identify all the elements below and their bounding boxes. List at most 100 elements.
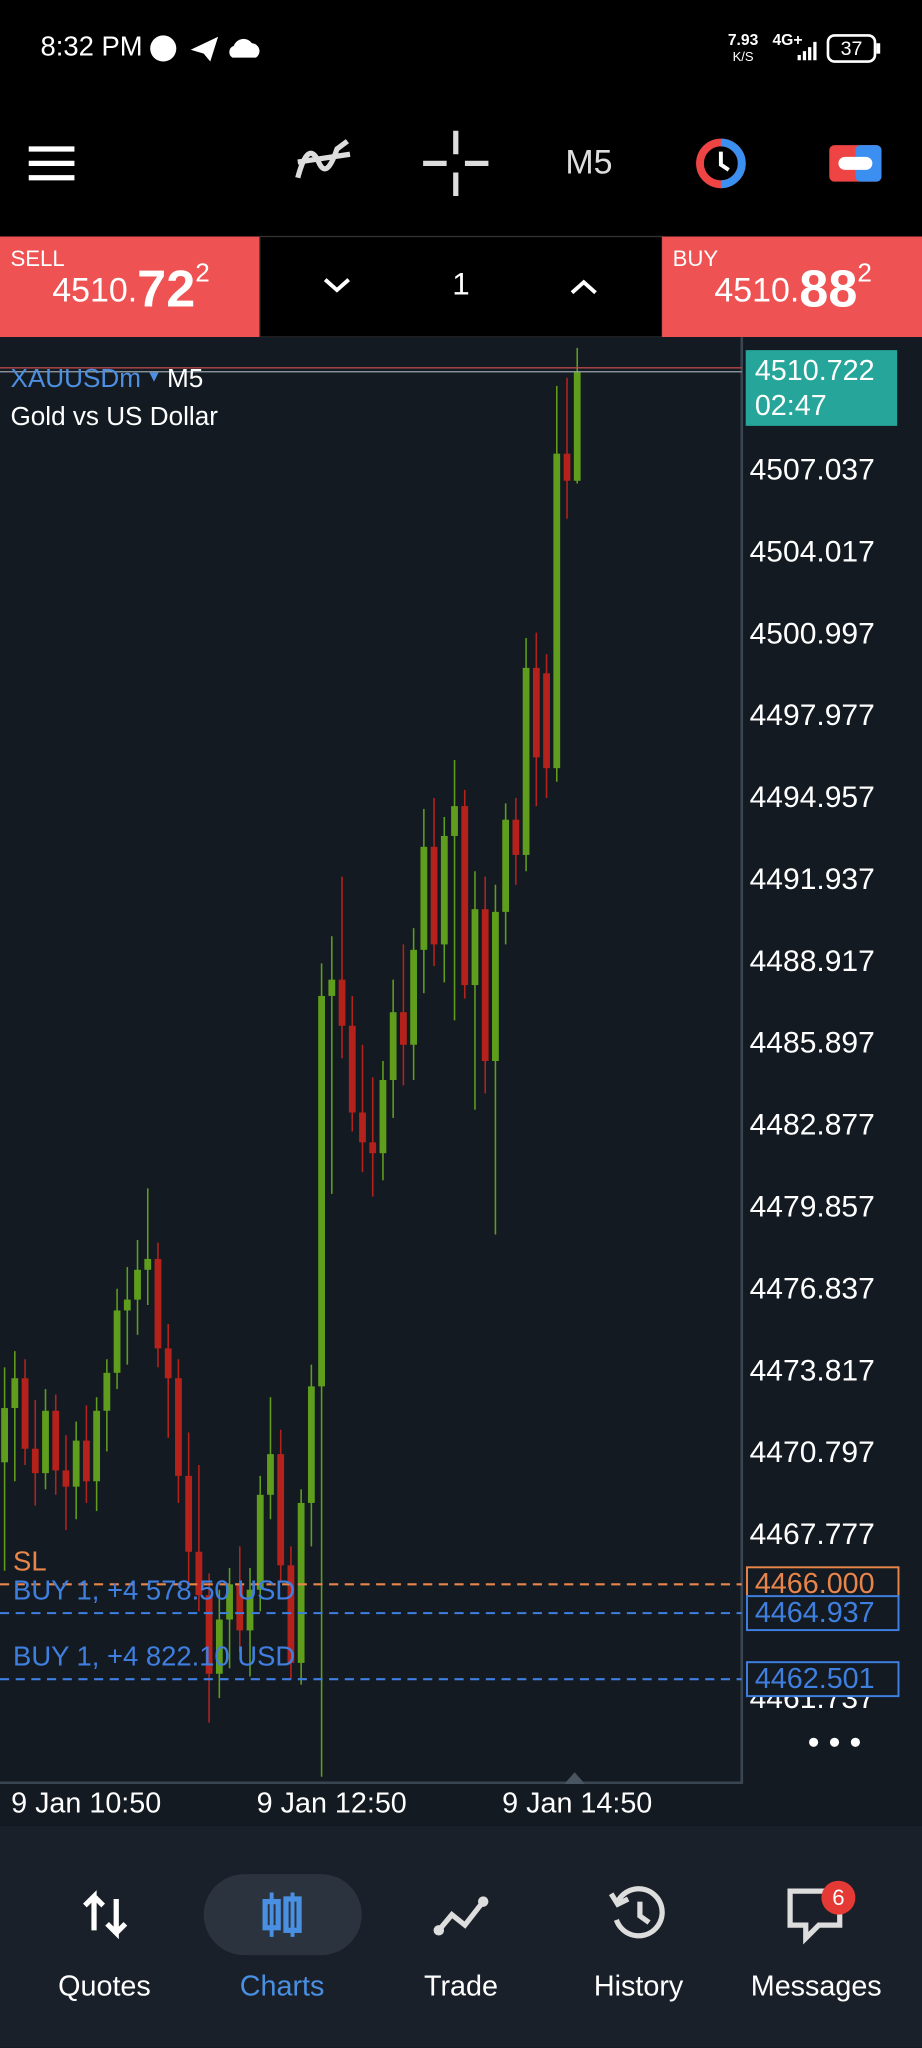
volume-up-button[interactable] <box>570 279 597 295</box>
network-type: 4G+ <box>772 32 802 49</box>
order-line-tag[interactable]: BUY 1, +4 578.50 USD <box>13 1574 295 1605</box>
sell-price-small: 4510. <box>52 272 137 310</box>
trade-icon <box>436 1899 486 1933</box>
candle-body <box>440 835 448 945</box>
nav-tab[interactable]: Charts <box>240 1970 325 2002</box>
more-dot[interactable] <box>809 1737 819 1747</box>
active-tab-pill <box>203 1874 362 1956</box>
candle-body <box>338 979 346 1026</box>
clock-ring-blue <box>720 138 746 189</box>
candle-body <box>307 1386 315 1503</box>
order-line-tag[interactable]: BUY 1, +4 822.10 USD <box>13 1641 295 1672</box>
net-speed: 7.93 <box>728 32 759 49</box>
y-tick-label: 4467.777 <box>750 1518 875 1551</box>
candle-body <box>42 1410 49 1474</box>
candle-body <box>52 1410 60 1471</box>
y-tick-label: 4479.857 <box>750 1191 875 1224</box>
buy-button[interactable]: BUY 4510.882 <box>662 236 922 338</box>
symbol-dropdown-icon[interactable]: ▼ <box>146 369 162 386</box>
candle-body <box>123 1299 131 1311</box>
chart-timeframe: M5 <box>167 363 203 393</box>
volume-down-button[interactable] <box>323 278 350 293</box>
candle-body <box>553 453 561 769</box>
candle-body <box>399 1012 407 1045</box>
battery-outline <box>826 34 877 63</box>
candle-body <box>113 1310 121 1373</box>
candle-body <box>144 1258 152 1270</box>
indicators-button[interactable] <box>295 139 351 179</box>
symbol-header: XAUUSDm ▼ M5 <box>10 363 203 393</box>
status-time: 8:32 PM <box>40 31 142 62</box>
crosshair-button[interactable] <box>423 130 489 197</box>
sell-price: 4510.722 <box>52 257 210 318</box>
top-background <box>0 0 922 237</box>
buy-price-big: 88 <box>799 260 857 318</box>
candle-body <box>522 667 530 855</box>
candle-body <box>318 995 325 1387</box>
candle-body <box>164 1348 172 1379</box>
signal-icon <box>797 41 817 61</box>
candle-body <box>72 1440 80 1487</box>
trade-icon-dot <box>477 1896 489 1907</box>
bottom-nav <box>0 1825 922 2048</box>
y-tick-label: 4494.957 <box>750 781 875 814</box>
nav-tab[interactable]: History <box>594 1970 684 2002</box>
volume-input[interactable]: 1 <box>452 266 469 301</box>
candle-body <box>93 1410 101 1482</box>
trade-clock-button[interactable] <box>696 138 746 189</box>
order-price-label: 4464.937 <box>755 1597 875 1629</box>
order-price-box <box>746 1661 900 1698</box>
buy-price-sup: 2 <box>857 257 872 287</box>
candle-body <box>83 1440 90 1482</box>
order-line-tag[interactable]: SL <box>13 1546 47 1577</box>
messages-badge <box>821 1880 856 1915</box>
sell-background <box>0 236 260 338</box>
more-dot[interactable] <box>850 1737 860 1747</box>
symbol[interactable]: XAUUSDm <box>10 363 141 393</box>
candle-body <box>532 667 540 758</box>
y-tick-label: 4488.917 <box>750 945 875 978</box>
timeframe-button[interactable]: M5 <box>565 144 612 182</box>
sell-label: SELL <box>10 246 64 271</box>
candle-body <box>369 1142 377 1154</box>
candle-body <box>21 1378 29 1449</box>
candle-body <box>226 1584 233 1620</box>
one-click-toggle[interactable] <box>829 145 882 182</box>
candle-body <box>205 1595 213 1674</box>
candle-body <box>410 949 418 1045</box>
candle-body <box>246 1589 254 1631</box>
candle-body <box>215 1619 223 1674</box>
y-tick-label: 4470.797 <box>750 1436 875 1469</box>
volume-box <box>259 235 663 338</box>
history-icon-hands <box>608 1892 651 1925</box>
candle-body <box>512 819 520 855</box>
nav-tab[interactable]: Quotes <box>58 1970 151 2002</box>
candle-body <box>195 1551 203 1596</box>
clock-hands <box>718 151 730 172</box>
candle-body <box>134 1269 141 1300</box>
scroll-handle[interactable] <box>564 1772 586 1785</box>
more-dot[interactable] <box>829 1737 840 1747</box>
nav-tab[interactable]: Messages <box>751 1970 882 2002</box>
candle-body <box>103 1372 111 1411</box>
candle-body <box>461 806 469 986</box>
symbol-description: Gold vs US Dollar <box>10 401 218 431</box>
sell-button[interactable]: SELL 4510.722 <box>0 236 260 338</box>
order-price-label: 4466.000 <box>755 1568 875 1600</box>
candle-body <box>236 1584 244 1631</box>
y-tick-label: 4476.837 <box>750 1272 875 1305</box>
messages-badge-count: 6 <box>832 1885 844 1910</box>
candle-body <box>256 1494 264 1590</box>
buy-background <box>662 236 922 338</box>
current-price-box <box>745 350 898 426</box>
nav-tab[interactable]: Trade <box>424 1970 498 2002</box>
charts-icon-body <box>262 1898 281 1931</box>
candle-body <box>379 1079 387 1154</box>
candle-body <box>11 1378 19 1409</box>
menu-button[interactable] <box>28 146 75 181</box>
buy-price: 4510.882 <box>714 257 872 318</box>
cloud-icon <box>229 38 260 58</box>
menu-icon <box>28 146 75 181</box>
x-tick-label: 9 Jan 12:50 <box>257 1788 407 1820</box>
candle-body <box>502 819 510 912</box>
